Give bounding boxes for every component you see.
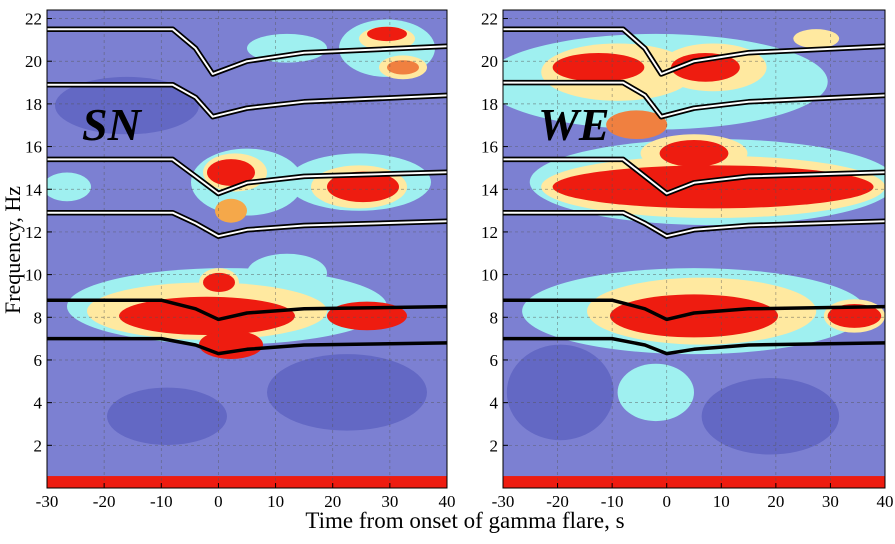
curve-core bbox=[47, 158, 448, 195]
x-tick-label: -10 bbox=[601, 492, 624, 511]
y-tick-label: 12 bbox=[25, 223, 42, 242]
y-tick-label: 4 bbox=[490, 394, 499, 413]
curve-core bbox=[47, 83, 448, 118]
y-tick-label: 6 bbox=[34, 351, 43, 370]
curve bbox=[47, 336, 448, 356]
x-tick-label: 0 bbox=[214, 492, 223, 511]
x-tick-label: 10 bbox=[267, 492, 284, 511]
x-tick-label: 40 bbox=[877, 492, 894, 511]
curve bbox=[503, 298, 886, 322]
plot-frame bbox=[46, 9, 448, 489]
spectrogram-right bbox=[503, 10, 885, 488]
spectrogram-left bbox=[47, 10, 447, 488]
y-tick-label: 16 bbox=[481, 138, 498, 157]
y-tick-label: 20 bbox=[25, 52, 42, 71]
y-tick-label: 20 bbox=[481, 52, 498, 71]
y-tick-label: 8 bbox=[34, 308, 43, 327]
curve bbox=[47, 298, 448, 322]
curve-core bbox=[503, 81, 886, 118]
y-tick-label: 2 bbox=[490, 436, 499, 455]
x-tick-label: 20 bbox=[324, 492, 341, 511]
curve bbox=[503, 336, 886, 356]
x-tick-label: 40 bbox=[439, 492, 456, 511]
curve-core bbox=[503, 158, 886, 195]
x-tick-label: -30 bbox=[492, 492, 515, 511]
curve-core bbox=[47, 28, 448, 75]
y-tick-label: 6 bbox=[490, 351, 499, 370]
y-tick-label: 4 bbox=[34, 394, 43, 413]
x-tick-label: -20 bbox=[546, 492, 569, 511]
y-tick-label: 2 bbox=[34, 436, 43, 455]
y-tick-label: 22 bbox=[481, 10, 498, 29]
y-axis-label: Frequency, Hz bbox=[0, 186, 25, 314]
y-tick-label: 14 bbox=[481, 180, 499, 199]
y-tick-label: 16 bbox=[25, 138, 42, 157]
panel-label: SN bbox=[82, 99, 143, 150]
y-tick-label: 14 bbox=[25, 180, 43, 199]
y-tick-label: 8 bbox=[490, 308, 499, 327]
y-tick-label: 18 bbox=[25, 95, 42, 114]
curve-core bbox=[503, 211, 886, 238]
y-tick-label: 10 bbox=[481, 266, 498, 285]
x-tick-label: 0 bbox=[662, 492, 671, 511]
panel-label: WE bbox=[538, 99, 610, 150]
plot-frame bbox=[502, 9, 886, 489]
x-tick-label: 30 bbox=[381, 492, 398, 511]
x-tick-label: -20 bbox=[93, 492, 116, 511]
x-tick-label: -30 bbox=[36, 492, 59, 511]
y-tick-label: 10 bbox=[25, 266, 42, 285]
y-tick-label: 18 bbox=[481, 95, 498, 114]
y-tick-label: 12 bbox=[481, 223, 498, 242]
x-tick-label: 30 bbox=[822, 492, 839, 511]
curve-core bbox=[47, 211, 448, 238]
x-axis-label: Time from onset of gamma flare, s bbox=[305, 508, 624, 533]
curve-core bbox=[503, 28, 886, 75]
y-tick-label: 22 bbox=[25, 10, 42, 29]
x-tick-label: 10 bbox=[713, 492, 730, 511]
x-tick-label: 20 bbox=[767, 492, 784, 511]
x-tick-label: -10 bbox=[150, 492, 173, 511]
